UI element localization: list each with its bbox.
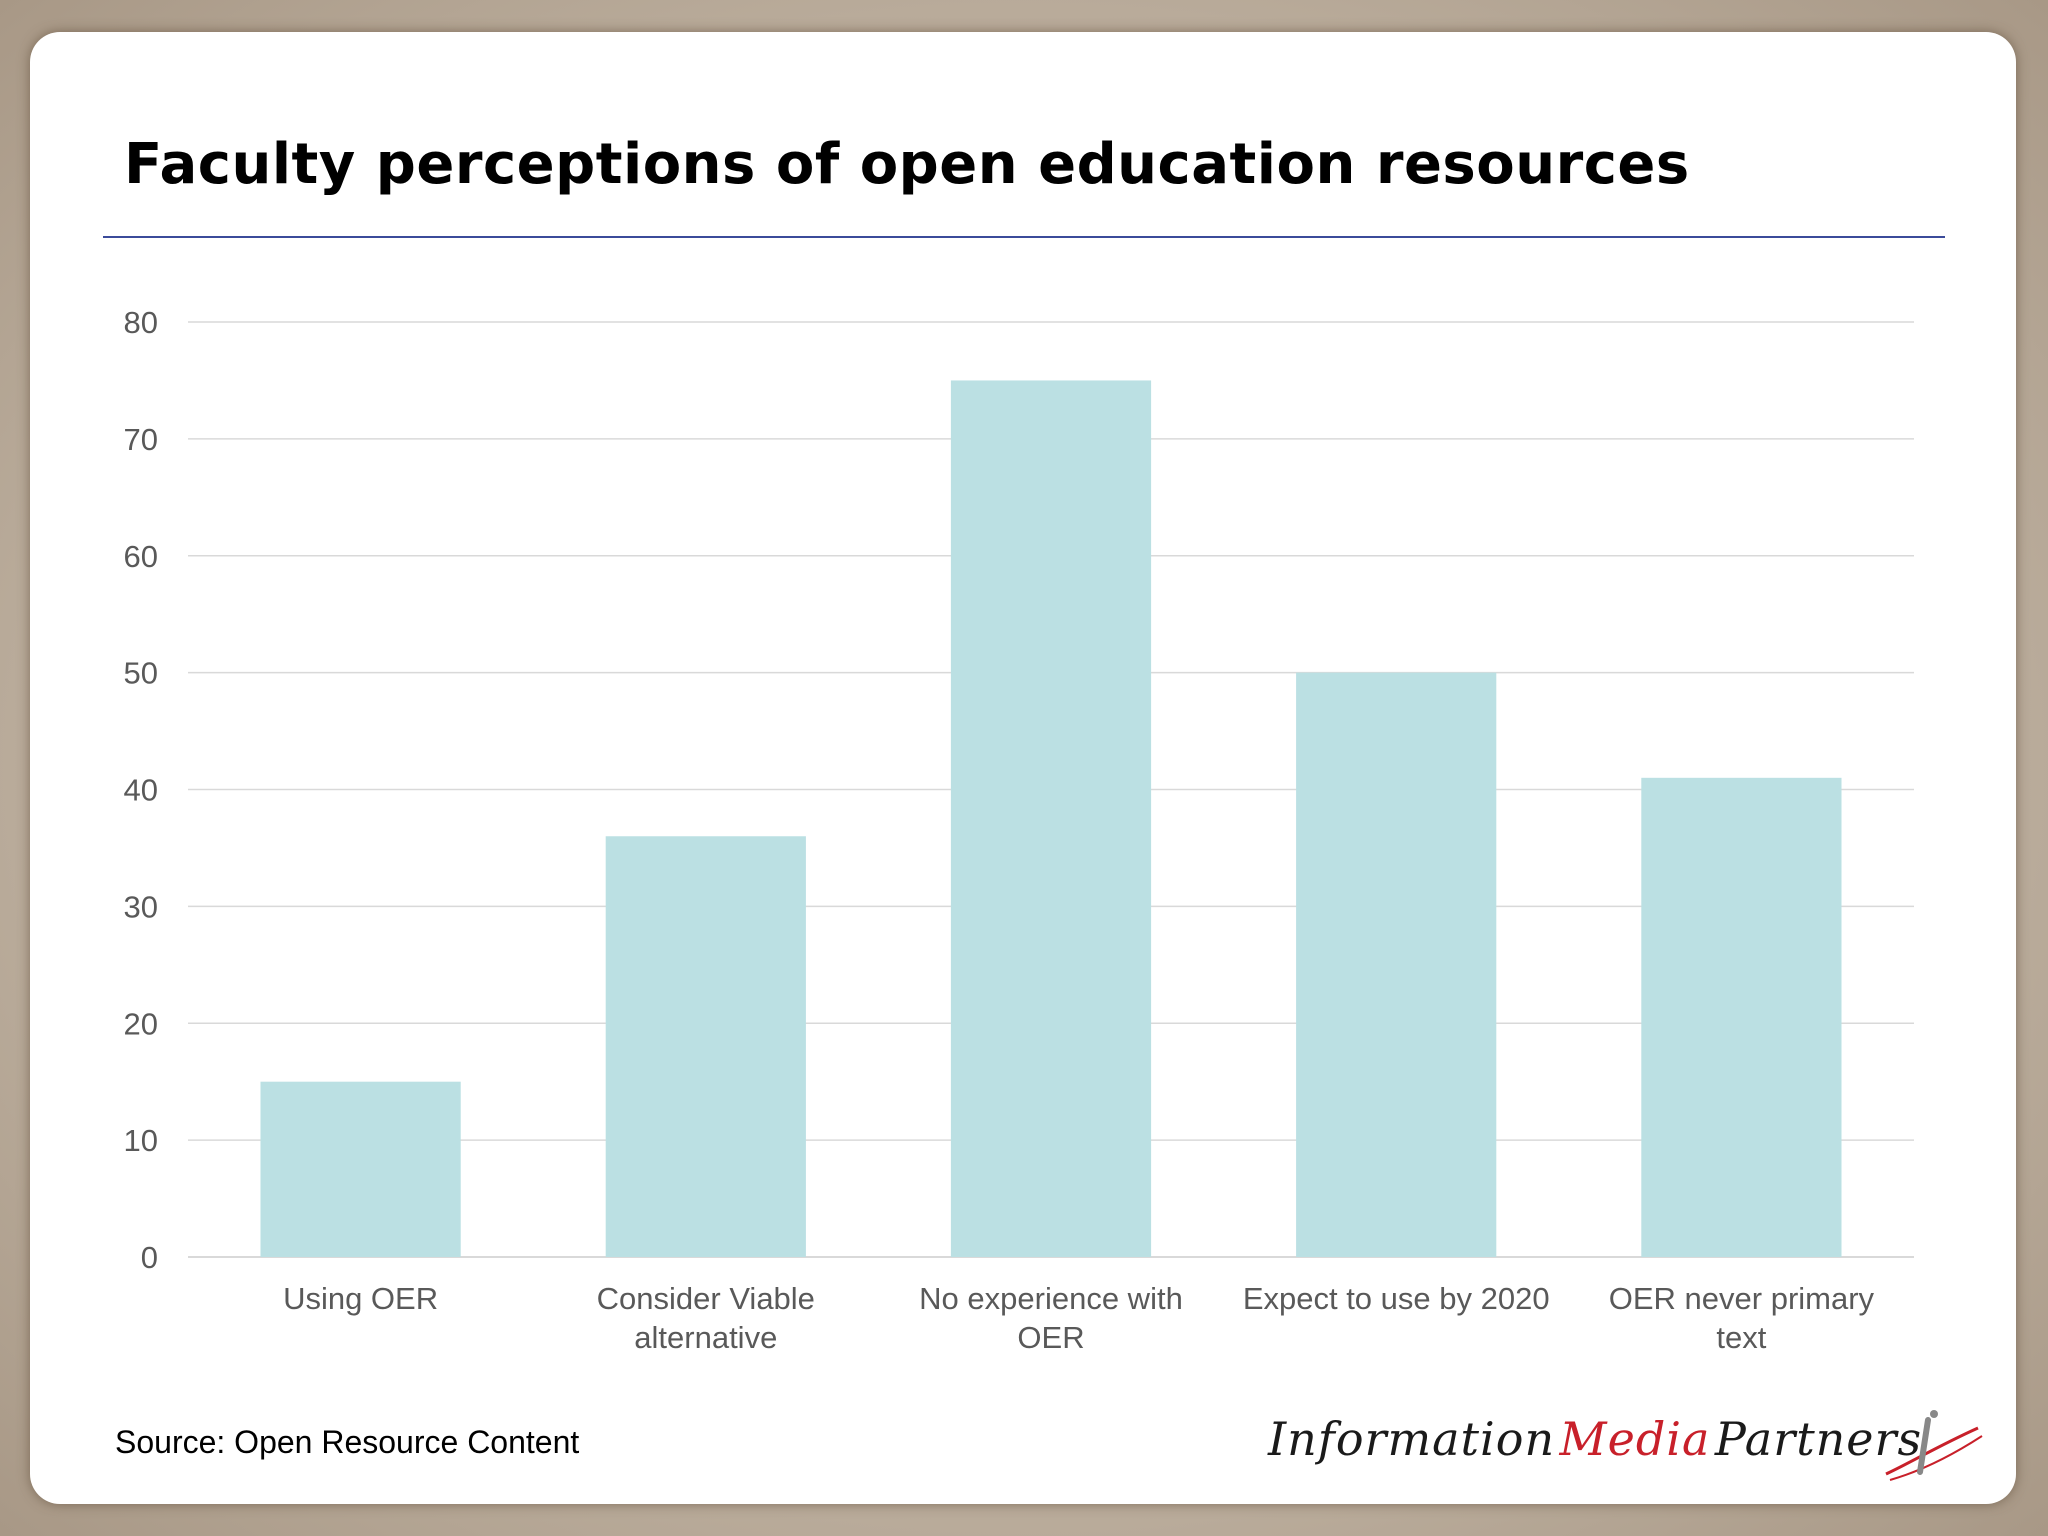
y-tick-label: 0 [141,1240,158,1275]
bar [605,836,806,1257]
y-tick-label: 10 [124,1123,158,1158]
x-category-label: Consider Viable [597,1281,815,1316]
x-category-label: text [1716,1320,1766,1355]
x-category-label: No experience with [919,1281,1183,1316]
x-category-label: OER [1017,1320,1084,1355]
x-category-label: OER never primary [1609,1281,1875,1316]
y-tick-label: 20 [124,1006,158,1041]
y-tick-label: 70 [124,422,158,457]
logo-word-information: Information [1268,1412,1556,1466]
y-tick-label: 60 [124,539,158,574]
slide: Faculty perceptions of open education re… [30,32,2016,1504]
logo-swoosh-icon [1885,1410,1983,1481]
logo-word-partners: Partners [1714,1412,1923,1466]
bar-chart: 0 10 20 30 40 50 60 70 80 Using OER Consider Viab… [124,305,1914,1355]
bar [950,380,1152,1257]
logo-word-media: Media [1559,1412,1711,1466]
x-category-label: alternative [634,1320,777,1355]
y-tick-label: 80 [124,305,158,340]
x-category-label: Using OER [283,1281,438,1316]
x-category-label: Expect to use by 2020 [1243,1281,1550,1316]
bar [1641,777,1842,1257]
title-divider [103,236,1945,238]
y-tick-label: 50 [124,656,158,691]
y-axis-tick-labels: 0 10 20 30 40 50 60 70 80 [124,305,158,1275]
x-axis-category-labels: Using OER Consider Viable alternative No ex… [283,1281,1874,1355]
company-logo: Information Media Partners [1268,1410,1988,1492]
y-tick-label: 30 [124,889,158,924]
bar [1296,672,1497,1257]
source-note: Source: Open Resource Content [115,1424,580,1460]
bars [260,380,1842,1257]
y-tick-label: 40 [124,773,158,808]
bar [260,1081,461,1257]
slide-title: Faculty perceptions of open education re… [124,132,1690,197]
